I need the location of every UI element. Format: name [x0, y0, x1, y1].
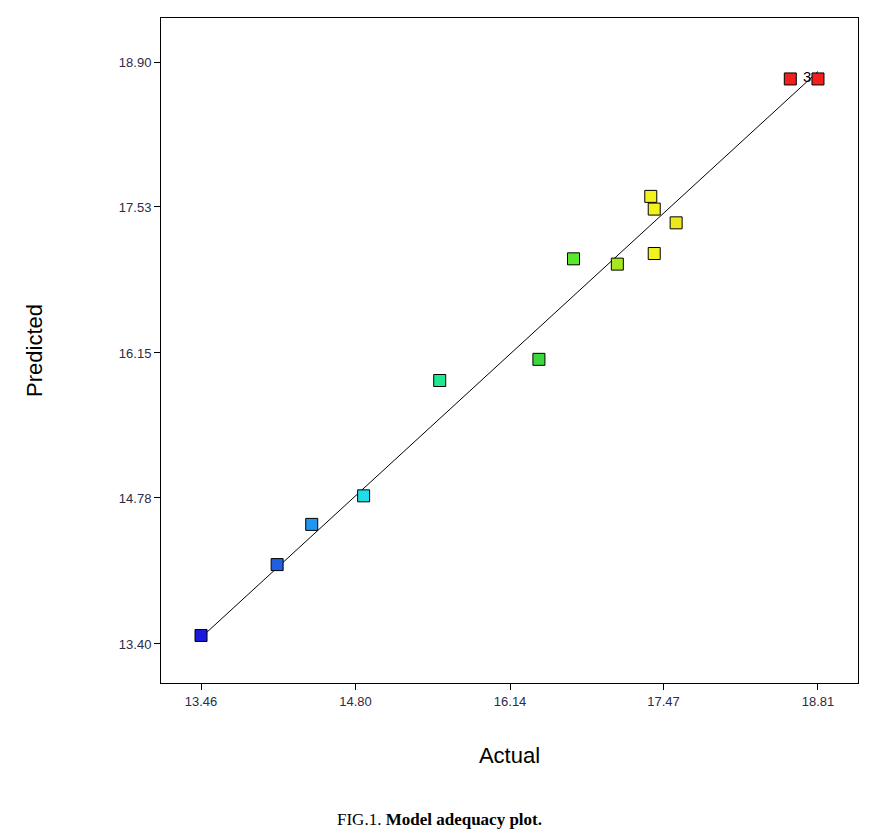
svg-text:14.78: 14.78: [119, 490, 152, 505]
svg-text:17.47: 17.47: [647, 694, 680, 709]
svg-text:13.40: 13.40: [119, 637, 152, 652]
svg-text:3: 3: [803, 68, 811, 85]
svg-text:Actual: Actual: [479, 743, 540, 768]
svg-text:16.15: 16.15: [119, 346, 152, 361]
svg-text:16.14: 16.14: [494, 694, 527, 709]
svg-text:18.90: 18.90: [119, 55, 152, 70]
svg-text:FIG.1. Model adequacy plot.: FIG.1. Model adequacy plot.: [337, 810, 542, 829]
svg-text:13.46: 13.46: [185, 694, 218, 709]
svg-text:18.81: 18.81: [802, 694, 835, 709]
svg-text:Predicted: Predicted: [22, 304, 47, 397]
svg-text:17.53: 17.53: [119, 200, 152, 215]
svg-text:14.80: 14.80: [339, 694, 372, 709]
